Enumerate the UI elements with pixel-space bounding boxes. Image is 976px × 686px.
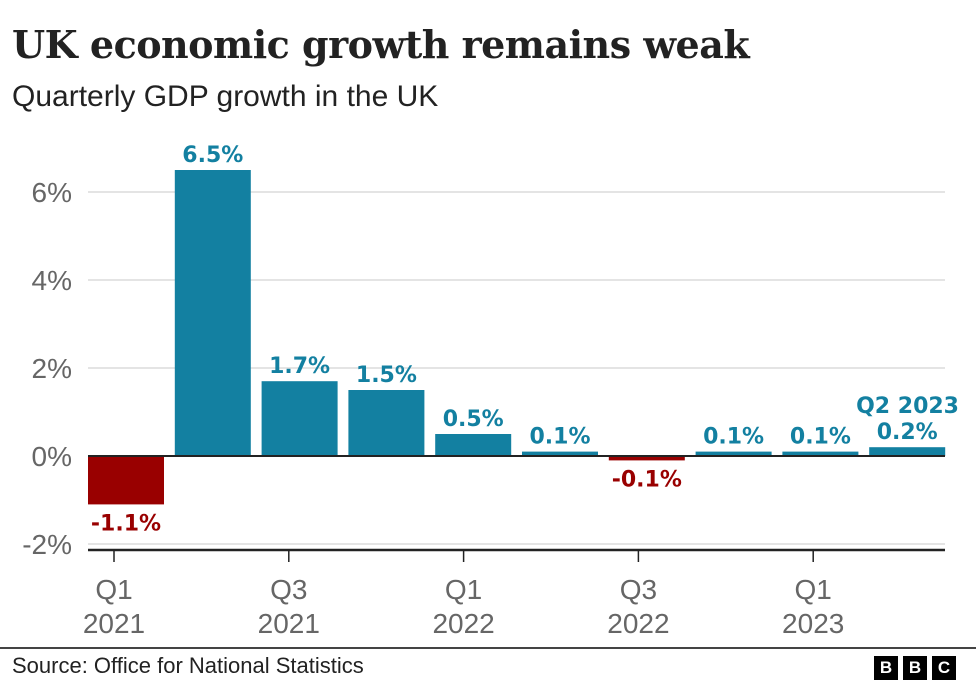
- source-note: Source: Office for National Statistics: [12, 653, 364, 678]
- logo-letter: C: [932, 656, 956, 680]
- data-label: -1.1%: [91, 511, 161, 536]
- data-label: 0.1%: [703, 425, 764, 450]
- y-tick-label: 0%: [32, 441, 72, 472]
- data-label: 0.1%: [529, 425, 590, 450]
- y-tick-label: -2%: [22, 529, 72, 560]
- x-tick-label: 2021: [258, 608, 320, 639]
- logo-letter: B: [903, 656, 927, 680]
- data-label: -0.1%: [612, 467, 682, 492]
- data-label: 0.1%: [790, 425, 851, 450]
- data-label: 0.5%: [443, 407, 504, 432]
- footer-divider: [0, 647, 976, 649]
- bar: [608, 456, 685, 461]
- data-label: 0.2%: [877, 420, 938, 445]
- x-tick-label: 2022: [607, 608, 669, 639]
- bar: [435, 434, 512, 456]
- chart-subtitle: Quarterly GDP growth in the UK: [12, 80, 439, 113]
- bar: [348, 390, 425, 456]
- data-label: 6.5%: [182, 143, 243, 168]
- annotation-label: Q2 2023: [856, 394, 959, 419]
- x-tick-label: Q3: [270, 574, 307, 605]
- bbc-logo: B B C: [874, 656, 956, 680]
- bar: [88, 456, 164, 505]
- x-tick-label: Q1: [795, 574, 832, 605]
- y-tick-label: 6%: [32, 177, 72, 208]
- bar: [869, 447, 946, 456]
- bar: [261, 381, 338, 456]
- bar: [695, 451, 772, 456]
- x-tick-label: Q1: [95, 574, 132, 605]
- y-tick-label: 2%: [32, 353, 72, 384]
- x-tick-label: Q3: [620, 574, 657, 605]
- x-tick-label: 2022: [432, 608, 494, 639]
- bar: [522, 451, 598, 456]
- data-label: 1.7%: [269, 354, 330, 379]
- logo-letter: B: [874, 656, 898, 680]
- bar: [782, 451, 859, 456]
- data-label: 1.5%: [356, 363, 417, 388]
- x-tick-label: Q1: [445, 574, 482, 605]
- y-tick-label: 4%: [32, 265, 72, 296]
- chart-title: UK economic growth remains weak: [12, 22, 750, 67]
- bar: [174, 170, 251, 456]
- x-tick-label: 2021: [83, 608, 145, 639]
- x-tick-label: 2023: [782, 608, 844, 639]
